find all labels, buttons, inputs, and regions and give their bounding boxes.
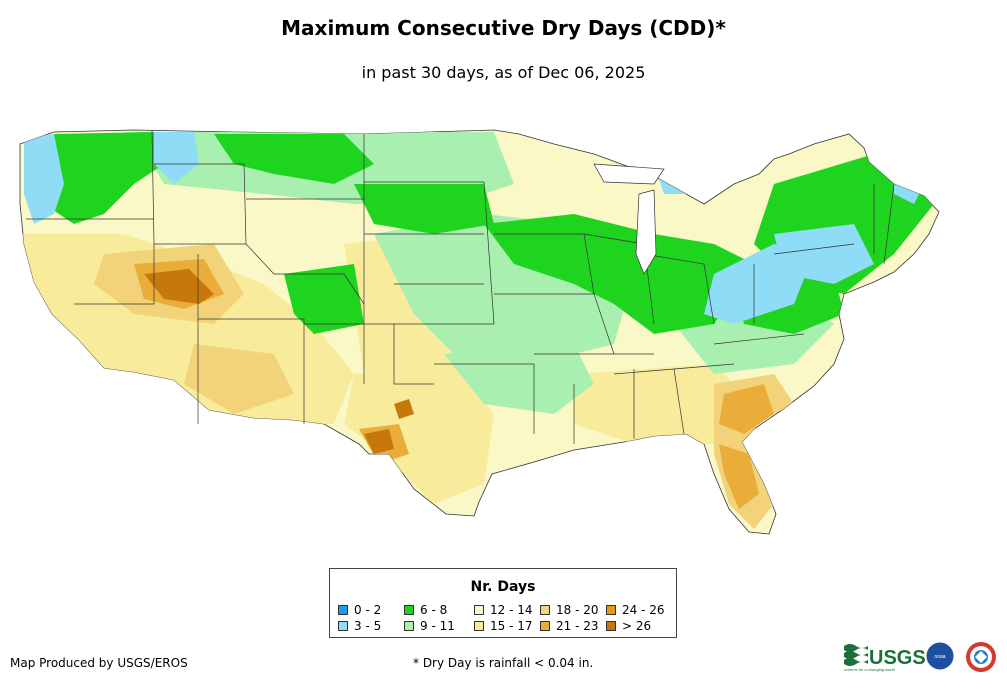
lake-superior [593, 163, 665, 185]
legend-label: 18 - 20 [556, 603, 599, 617]
cdd-zone-18-20-southwest [184, 344, 294, 414]
cdd-zone-6-8-montana [214, 134, 374, 184]
legend-item-3-5: 3 - 5 [338, 619, 381, 633]
legend-item-18-20: 18 - 20 [540, 603, 599, 617]
usgs-tagline: science for a changing world [844, 667, 895, 672]
map-title: Maximum Consecutive Dry Days (CDD)* [281, 16, 726, 40]
us-map-svg [19, 129, 940, 535]
cdd-zone-6-8-dakotas [354, 184, 494, 234]
legend-label: 9 - 11 [420, 619, 455, 633]
legend-item-15-17: 15 - 17 [474, 619, 533, 633]
cdd-zone-3-5-michigan [654, 164, 714, 194]
cdd-zone-6-8-rockies [284, 264, 364, 334]
legend-label: 21 - 23 [556, 619, 599, 633]
usgs-wordmark: USGS [869, 647, 926, 669]
dry-day-footnote: * Dry Day is rainfall < 0.04 in. [413, 656, 594, 670]
legend-label: 15 - 17 [490, 619, 533, 633]
legend-label: 3 - 5 [354, 619, 382, 633]
map-subtitle: in past 30 days, as of Dec 06, 2025 [361, 63, 646, 82]
legend-item-6-8: 6 - 8 [404, 603, 447, 617]
legend-label: 12 - 14 [490, 603, 533, 617]
legend-label: 24 - 26 [622, 603, 665, 617]
cdd-zone-9-11-south-central [444, 344, 594, 414]
noaa-wordmark: noaa [934, 654, 945, 660]
cdd-zone-15-17-southeast [574, 364, 754, 444]
lake-michigan [635, 189, 657, 275]
legend-title: Nr. Days [470, 579, 536, 595]
legend-swatch [474, 621, 484, 631]
cdd-zone-6-8-northwest [44, 132, 164, 224]
noaa-logo: noaa [925, 641, 955, 671]
cdd-zone-3-5-idaho [154, 132, 199, 184]
nws-logo [966, 642, 996, 672]
state-boundaries [26, 129, 895, 444]
legend-label: > 26 [622, 619, 652, 633]
cdd-zone-21-23-florida [719, 444, 759, 509]
cdd-zone-over-26-texas-east [394, 399, 414, 419]
legend-item-0-2: 0 - 2 [338, 603, 381, 617]
legend-label: 0 - 2 [354, 603, 382, 617]
cdd-zone-15-17-texas [344, 364, 494, 504]
logos-svg: USGS science for a changing world noaa [844, 641, 996, 672]
usgs-logo: USGS science for a changing world [844, 644, 926, 672]
legend-label: 6 - 8 [420, 603, 448, 617]
legend-item-24-26: 24 - 26 [606, 603, 665, 617]
legend-swatch [606, 621, 616, 631]
map-credit: Map Produced by USGS/EROS [10, 656, 188, 670]
legend-swatch [606, 605, 616, 615]
cdd-zone-over-26-west-texas [364, 429, 394, 454]
cdd-zone-over-26-nevada [144, 269, 214, 304]
us-cdd-map [14, 124, 984, 544]
cdd-zone-3-5-washington [24, 134, 64, 224]
legend-item-9-11: 9 - 11 [404, 619, 455, 633]
legend-swatch [338, 605, 348, 615]
cdd-zone-3-5-new-york [774, 224, 874, 284]
agency-logos: USGS science for a changing world noaa [842, 640, 1004, 680]
legend-swatch [540, 605, 550, 615]
cdd-zone-6-8-great-lakes [484, 214, 754, 334]
legend-item-21-23: 21 - 23 [540, 619, 599, 633]
legend-swatch [474, 605, 484, 615]
legend-swatch [540, 621, 550, 631]
cdd-zone-21-23-georgia [719, 384, 774, 434]
legend-swatch [338, 621, 348, 631]
legend-item-over-26: > 26 [606, 619, 651, 633]
legend-swatch [404, 605, 414, 615]
legend-swatch [404, 621, 414, 631]
legend-box: Nr. Days 0 - 2 3 - 5 6 - 8 9 - 11 12 - 1… [329, 568, 677, 638]
legend-item-12-14: 12 - 14 [474, 603, 533, 617]
